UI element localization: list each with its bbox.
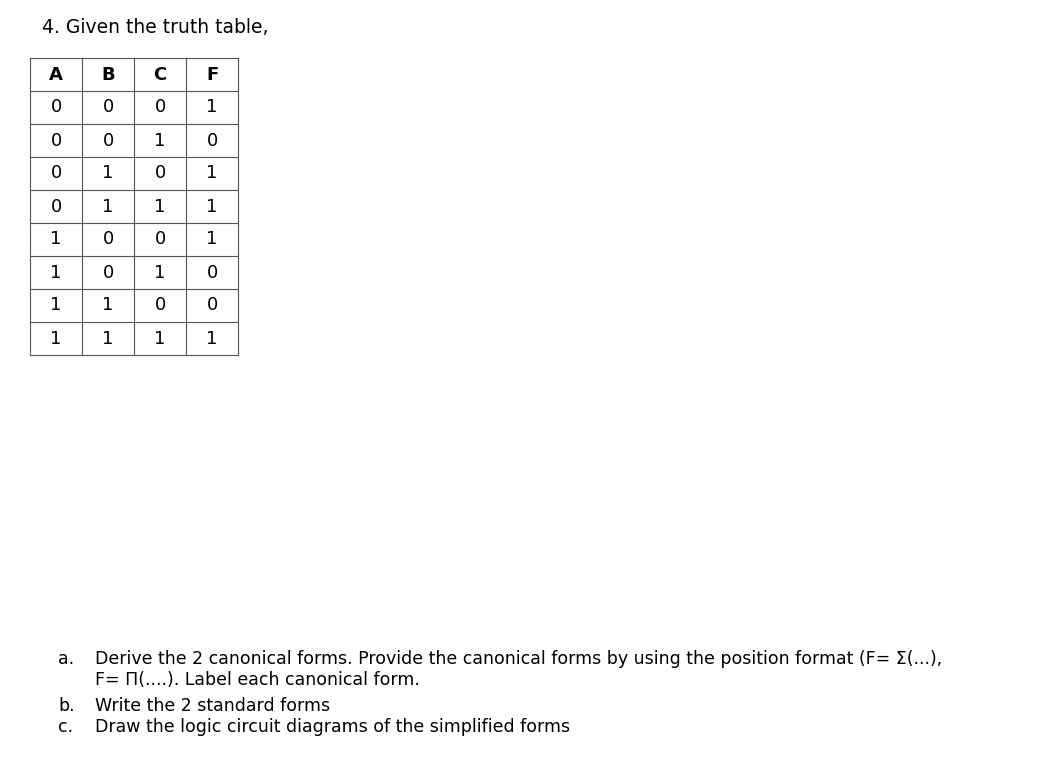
Text: 0: 0 bbox=[155, 296, 165, 314]
Text: 1: 1 bbox=[51, 329, 62, 347]
Text: 1: 1 bbox=[155, 329, 165, 347]
Text: 1: 1 bbox=[51, 296, 62, 314]
Text: 1: 1 bbox=[102, 164, 114, 182]
Text: 1: 1 bbox=[102, 329, 114, 347]
Text: 0: 0 bbox=[102, 99, 114, 117]
Text: Derive the 2 canonical forms. Provide the canonical forms by using the position : Derive the 2 canonical forms. Provide th… bbox=[95, 650, 942, 668]
Text: Write the 2 standard forms: Write the 2 standard forms bbox=[95, 697, 331, 715]
Text: 1: 1 bbox=[51, 264, 62, 282]
Text: 1: 1 bbox=[206, 329, 218, 347]
Text: 0: 0 bbox=[102, 231, 114, 249]
Text: 1: 1 bbox=[206, 231, 218, 249]
Text: 0: 0 bbox=[206, 131, 218, 149]
Text: 0: 0 bbox=[51, 131, 62, 149]
Text: 0: 0 bbox=[155, 99, 165, 117]
Text: 0: 0 bbox=[102, 131, 114, 149]
Text: 1: 1 bbox=[102, 296, 114, 314]
Text: b.: b. bbox=[58, 697, 75, 715]
Text: 0: 0 bbox=[206, 264, 218, 282]
Text: 1: 1 bbox=[206, 99, 218, 117]
Text: 0: 0 bbox=[102, 264, 114, 282]
Text: A: A bbox=[49, 66, 63, 84]
Text: F: F bbox=[206, 66, 218, 84]
Text: 1: 1 bbox=[155, 264, 165, 282]
Text: 0: 0 bbox=[51, 164, 62, 182]
Text: Draw the logic circuit diagrams of the simplified forms: Draw the logic circuit diagrams of the s… bbox=[95, 718, 570, 736]
Text: 4. Given the truth table,: 4. Given the truth table, bbox=[42, 18, 269, 37]
Text: F= Π(....). Label each canonical form.: F= Π(....). Label each canonical form. bbox=[95, 671, 420, 689]
Text: 0: 0 bbox=[206, 296, 218, 314]
Text: c.: c. bbox=[58, 718, 73, 736]
Text: C: C bbox=[154, 66, 166, 84]
Text: 0: 0 bbox=[51, 99, 62, 117]
Text: 0: 0 bbox=[155, 231, 165, 249]
Text: 1: 1 bbox=[206, 198, 218, 216]
Text: 1: 1 bbox=[206, 164, 218, 182]
Text: 1: 1 bbox=[102, 198, 114, 216]
Text: 0: 0 bbox=[51, 198, 62, 216]
Text: a.: a. bbox=[58, 650, 74, 668]
Text: 0: 0 bbox=[155, 164, 165, 182]
Text: B: B bbox=[101, 66, 115, 84]
Text: 1: 1 bbox=[51, 231, 62, 249]
Text: 1: 1 bbox=[155, 131, 165, 149]
Text: 1: 1 bbox=[155, 198, 165, 216]
